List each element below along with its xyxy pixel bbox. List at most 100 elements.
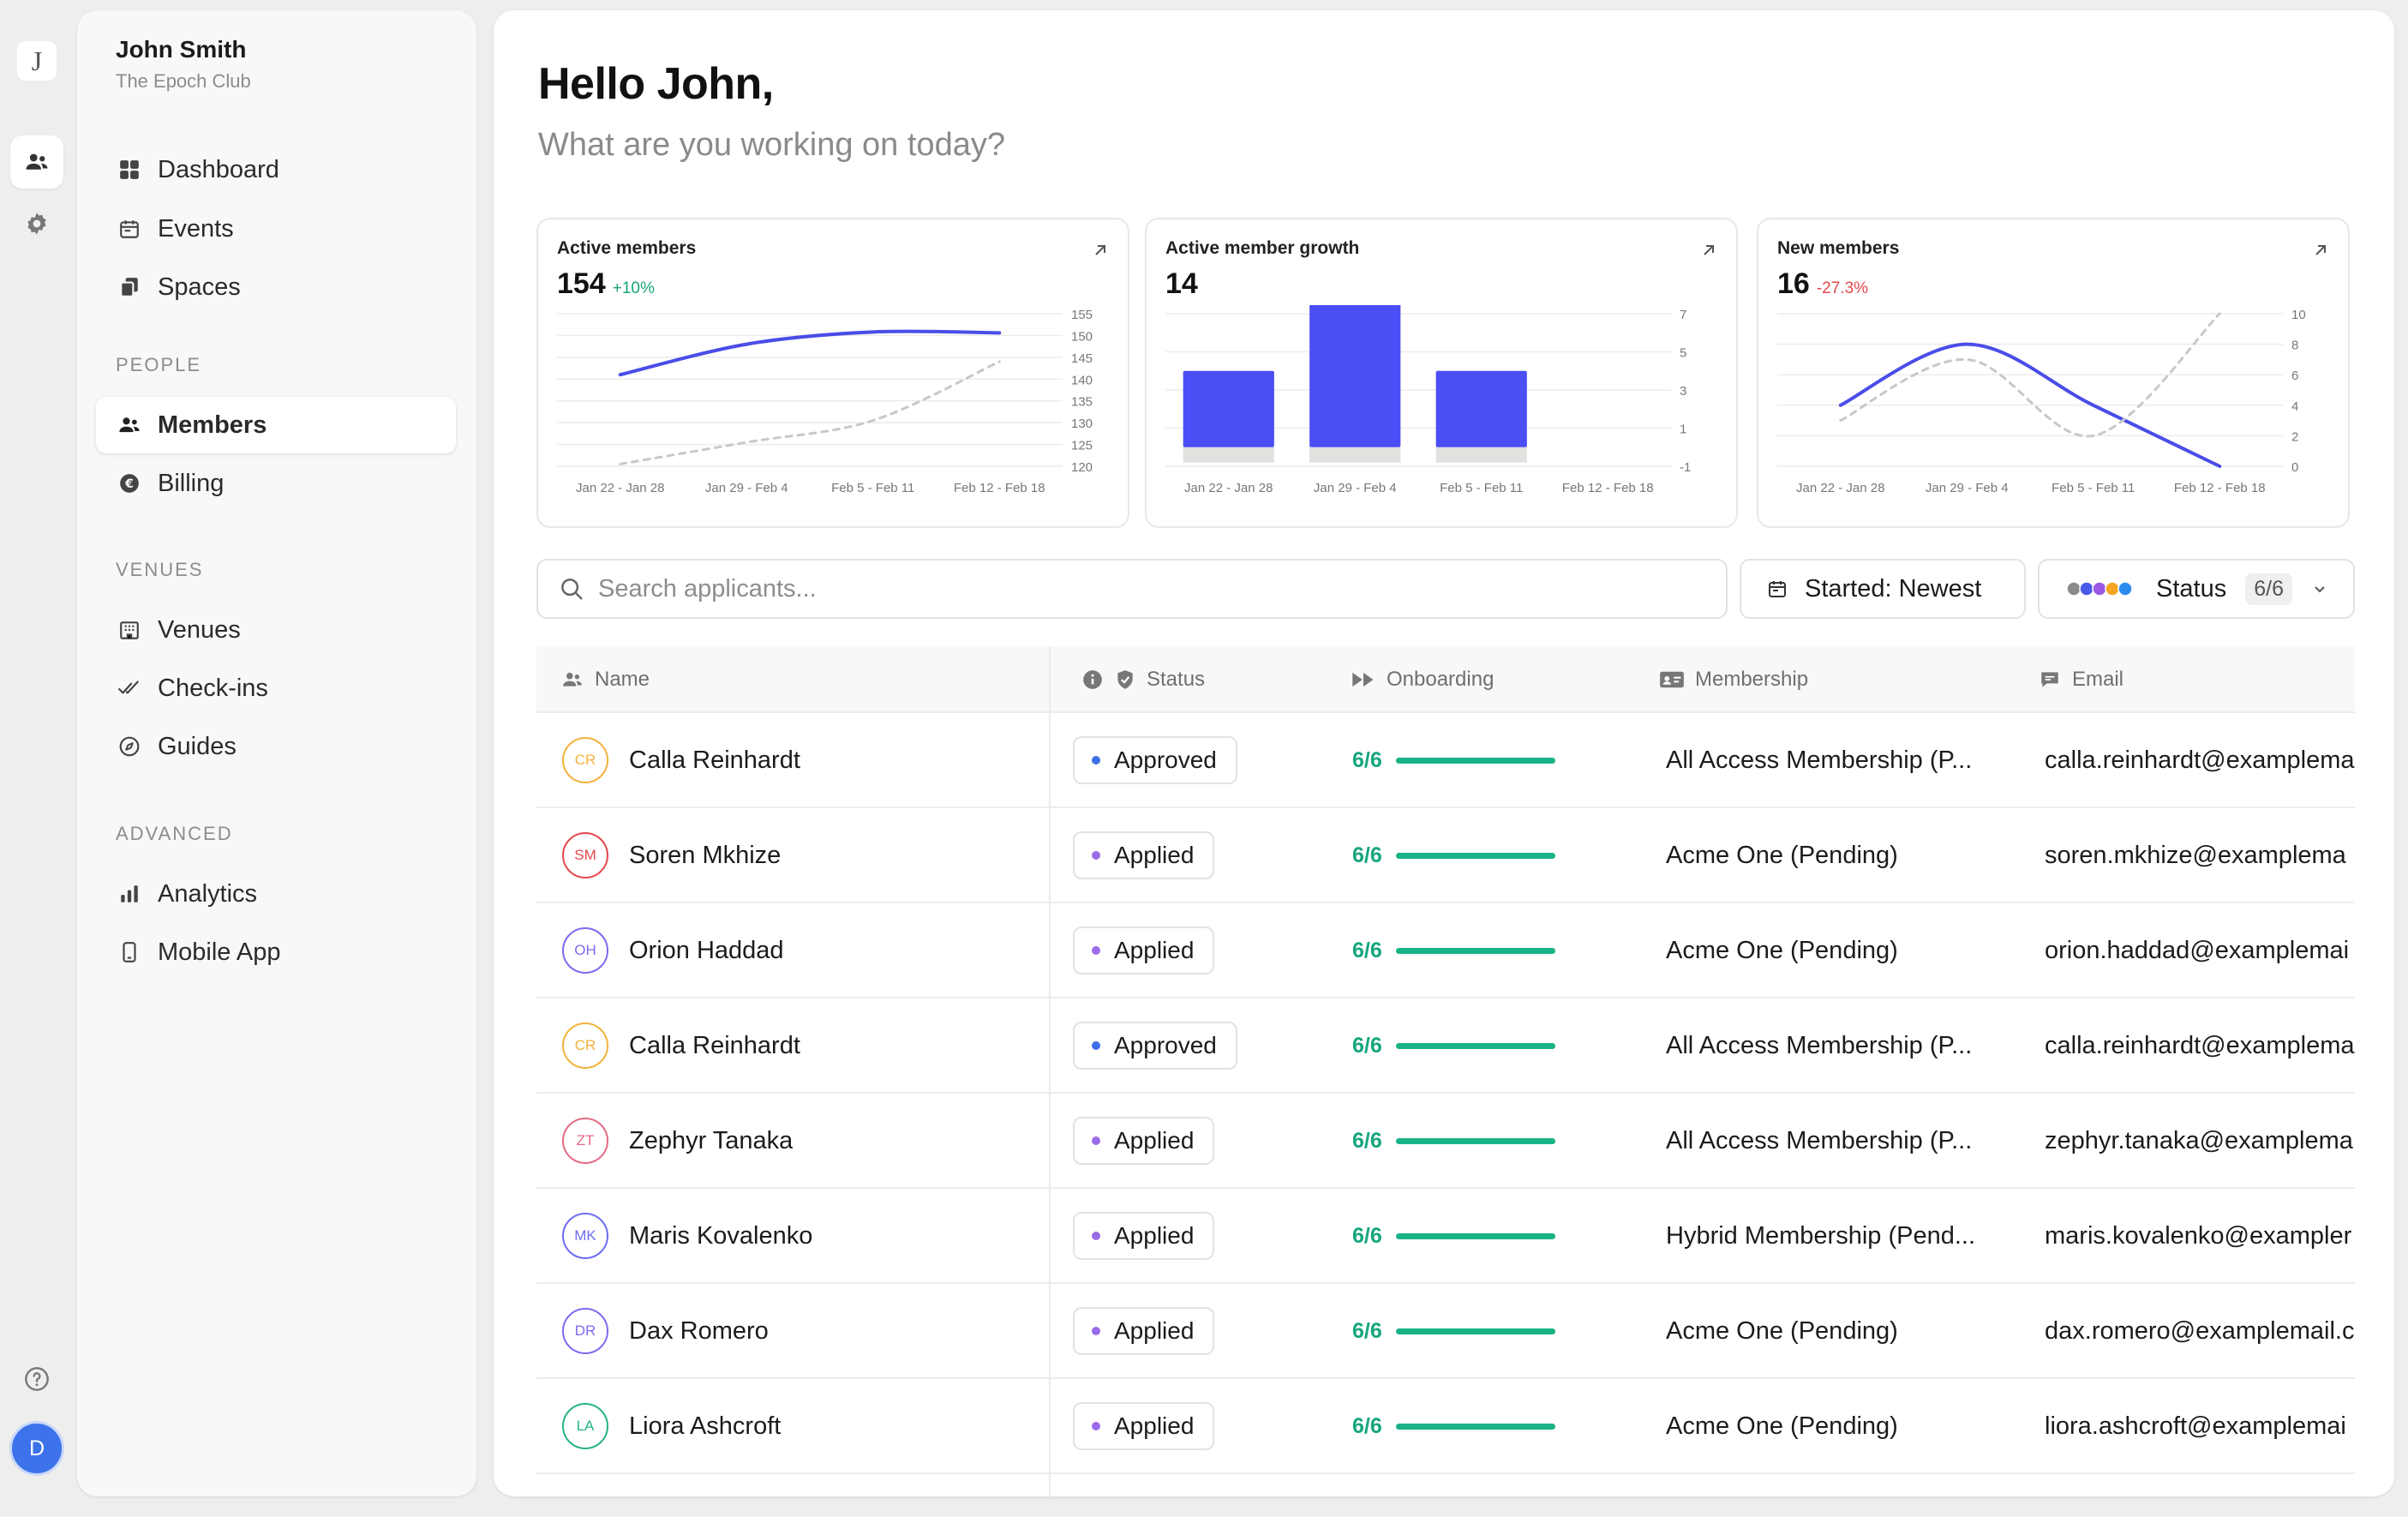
sidebar-item-spaces[interactable]: Spaces <box>96 259 456 315</box>
page-subtitle: What are you working on today? <box>538 127 1005 163</box>
column-label: Membership <box>1695 668 1809 691</box>
column-header-status[interactable]: Status <box>1081 646 1205 713</box>
search-box[interactable] <box>536 559 1728 619</box>
column-header-email[interactable]: Email <box>2038 646 2123 713</box>
expand-arrow-icon[interactable] <box>1700 242 1717 259</box>
table-row[interactable]: CR Calla Reinhardt Approved 6/6 All Access M… <box>536 713 2355 808</box>
name-cell: SM Soren Mkhize <box>562 808 781 902</box>
rail-settings-button[interactable] <box>10 197 63 250</box>
card-title: Active members <box>557 238 697 258</box>
onboarding-cell: 6/6 <box>1352 998 1555 1093</box>
status-cell: Applied <box>1073 1284 1215 1378</box>
onboarding-cell: 6/6 <box>1352 1284 1555 1378</box>
table-row[interactable]: MK Maris Kovalenko Applied 6/6 Hybrid Member… <box>536 1189 2355 1284</box>
membership-name: Acme One (Pending) <box>1666 1316 1898 1345</box>
onboarding-progress-track <box>1395 947 1555 954</box>
series-line-previous <box>619 360 1001 465</box>
sidebar-item-check-ins[interactable]: Check-ins <box>96 660 456 717</box>
sidebar-item-label: Members <box>158 411 267 439</box>
logo-icon[interactable]: J <box>10 34 63 87</box>
help-icon <box>25 1367 49 1391</box>
sidebar-item-guides[interactable]: Guides <box>96 718 456 775</box>
member-name[interactable]: Zephyr Tanaka <box>629 1126 794 1154</box>
onboarding-count: 6/6 <box>1352 1128 1382 1153</box>
member-name[interactable]: Liora Ashcroft <box>629 1412 782 1440</box>
stat-card-new-members[interactable]: New members 16 -27.3% 10 8 6 4 2 0 Jan 22 - Jan… <box>1757 218 2350 528</box>
member-name[interactable]: Orion Haddad <box>629 936 784 964</box>
status-badge[interactable]: Approved <box>1073 1022 1237 1070</box>
search-icon <box>561 579 583 600</box>
sidebar-item-billing[interactable]: € Billing <box>96 455 456 512</box>
table-row[interactable]: ZT Zephyr Tanaka Applied 6/6 All Access Memb… <box>536 1094 2355 1189</box>
member-name[interactable]: Dax Romero <box>629 1316 769 1345</box>
rail-help-button[interactable] <box>10 1352 63 1406</box>
avatar: CR <box>562 1022 608 1069</box>
phone-icon <box>117 939 142 965</box>
onboarding-count: 6/6 <box>1352 842 1382 867</box>
double-check-icon <box>117 675 142 701</box>
status-badge[interactable]: Applied <box>1073 1307 1215 1355</box>
table-row[interactable]: OH Orion Haddad Applied 6/6 Acme One (Pendin… <box>536 903 2355 998</box>
sidebar-item-venues[interactable]: Venues <box>96 602 456 658</box>
bar-chart-icon <box>117 881 142 907</box>
table-row[interactable]: DR Dax Romero Applied 6/6 Acme One (Pending)… <box>536 1284 2355 1379</box>
membership-name: All Access Membership (P... <box>1666 746 1973 774</box>
sort-button[interactable]: Started: Newest <box>1740 559 2026 619</box>
status-label: Applied <box>1114 1412 1195 1439</box>
status-count-badge: 6/6 <box>2245 573 2292 605</box>
sidebar-item-events[interactable]: Events <box>96 201 456 257</box>
card-title: Active member growth <box>1165 238 1360 258</box>
status-filter-button[interactable]: Status 6/6 <box>2038 559 2355 619</box>
status-badge[interactable]: Applied <box>1073 831 1215 879</box>
status-label: Applied <box>1114 937 1195 963</box>
sidebar-item-members[interactable]: Members <box>96 397 456 453</box>
card-value: 16 -27.3% <box>1777 267 1868 301</box>
member-name[interactable]: Calla Reinhardt <box>629 746 800 774</box>
status-badge[interactable]: Approved <box>1073 736 1237 784</box>
status-dot <box>1092 1422 1100 1430</box>
status-badge[interactable]: Applied <box>1073 1212 1215 1260</box>
calendar-icon <box>1769 581 1786 597</box>
table-row[interactable]: LA Liora Ashcroft Applied 6/6 Acme One (Pend… <box>536 1379 2355 1474</box>
sidebar-item-analytics[interactable]: Analytics <box>96 866 456 922</box>
status-label: Applied <box>1114 1222 1195 1249</box>
status-badge[interactable]: Applied <box>1073 1117 1215 1165</box>
member-name[interactable]: Maris Kovalenko <box>629 1221 813 1250</box>
stat-card-active-members[interactable]: Active members 154 +10% 155 150 145 140 135 13… <box>536 218 1129 528</box>
expand-arrow-icon[interactable] <box>1092 242 1109 259</box>
x-tick-label: Jan 29 - Feb 4 <box>705 481 788 495</box>
member-email: calla.reinhardt@examplema <box>2045 746 2355 774</box>
member-name[interactable]: Soren Mkhize <box>629 841 782 869</box>
status-cell: Approved <box>1073 713 1237 807</box>
column-header-membership[interactable]: Membership <box>1659 646 1808 713</box>
user-avatar[interactable]: D <box>9 1421 64 1476</box>
name-cell: ZT Zephyr Tanaka <box>562 1094 793 1188</box>
x-tick-label: Feb 5 - Feb 11 <box>831 481 914 495</box>
stat-card-active-member-growth[interactable]: Active member growth 14 7 5 3 1 -1 Jan 22 - J… <box>1145 218 1738 528</box>
status-badge[interactable]: Applied <box>1073 926 1215 974</box>
membership-cell: All Access Membership (P... <box>1666 713 2026 807</box>
rail-members-button[interactable] <box>10 135 63 189</box>
member-name[interactable]: Calla Reinhardt <box>629 1031 800 1059</box>
sidebar-item-label: Spaces <box>158 273 241 301</box>
sidebar-item-dashboard[interactable]: Dashboard <box>96 141 456 198</box>
column-header-name[interactable]: Name <box>560 646 650 713</box>
email-cell: zephyr.tanaka@examplema <box>2045 1094 2355 1188</box>
onboarding-progress-bar <box>1395 757 1555 764</box>
status-cell: Approved <box>1073 998 1237 1093</box>
table-row[interactable]: SM Soren Mkhize Applied 6/6 Acme One (Pendin… <box>536 808 2355 903</box>
search-input[interactable] <box>598 574 1626 603</box>
membership-name: Hybrid Membership (Pend... <box>1666 1221 1976 1250</box>
member-email: zephyr.tanaka@examplema <box>2045 1126 2353 1154</box>
status-badge[interactable]: Applied <box>1073 1402 1215 1450</box>
table-row[interactable]: CR Calla Reinhardt Approved 6/6 All Access M… <box>536 998 2355 1094</box>
sidebar-item-mobile-app[interactable]: Mobile App <box>96 924 456 980</box>
email-cell: maris.kovalenko@exampler <box>2045 1189 2355 1283</box>
avatar: OH <box>562 927 608 974</box>
sidebar-item-label: Venues <box>158 615 241 644</box>
status-dot <box>1092 756 1100 764</box>
y-tick-label: 125 <box>1071 439 1093 453</box>
user-name[interactable]: John Smith <box>116 36 247 63</box>
column-header-onboarding[interactable]: Onboarding <box>1351 646 1494 713</box>
expand-arrow-icon[interactable] <box>2312 242 2329 259</box>
